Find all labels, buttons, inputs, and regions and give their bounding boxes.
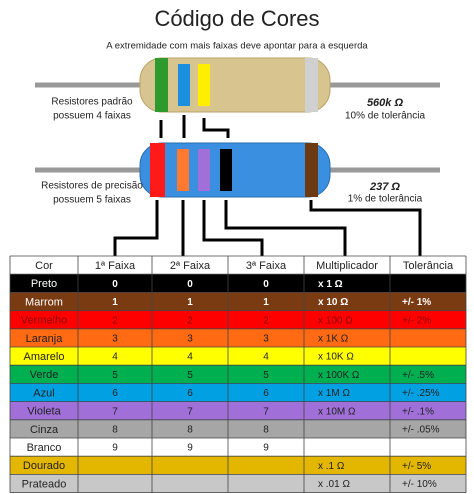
table-row [10,328,466,347]
cell: x 10K Ω [318,352,354,363]
color-name: Violeta [27,406,61,418]
cell: 0 [263,279,269,290]
cell: 1 [112,297,118,308]
resistor-label: possuem 4 faixas [53,111,131,122]
cell: x 10 Ω [318,297,348,308]
table-row [10,383,466,402]
cell: 4 [112,352,118,363]
color-name: Marrom [25,296,63,308]
color-name: Amarelo [24,351,65,363]
cell: 3 [187,334,193,345]
header-row [10,256,466,275]
resistor-value: 560k Ω [367,97,404,109]
table-row [10,419,466,438]
color-name: Branco [27,442,62,454]
table-row [10,292,466,311]
connectors [113,115,422,256]
cell: x 1K Ω [318,334,349,345]
color-name: Prateado [22,478,67,490]
cell: +/- .5% [402,370,434,381]
table-row [10,347,466,366]
color-name: Preto [31,278,57,290]
resistor-tolerance: 1% de tolerância [348,194,423,205]
cell: 6 [263,388,269,399]
cell: 8 [112,425,118,436]
color-name: Vermelho [21,315,67,327]
cell: +/- 5% [402,461,431,472]
cell: 8 [187,425,193,436]
cell: 7 [187,406,193,417]
color-name: Verde [30,369,59,381]
cell: 4 [263,352,269,363]
resistor-label: Resistores de precisão [41,181,143,192]
cell: 7 [263,406,269,417]
color-name: Dourado [23,460,65,472]
cell: 3 [112,334,118,345]
cell: 0 [187,279,193,290]
color-name: Azul [33,387,54,399]
table-row [10,456,466,475]
column-header: Cor [35,260,53,272]
cell: 4 [187,352,193,363]
table-row [10,401,466,420]
cell: +/- .25% [402,388,440,399]
column-header: Multiplicador [316,260,378,272]
cell: 0 [112,279,118,290]
cell: 9 [112,443,118,454]
title: Código de Cores [154,6,319,31]
table-row [10,310,466,329]
cell: +/- 10% [402,479,437,490]
cell: 5 [187,370,193,381]
table-row [10,365,466,384]
cell: +/- .1% [402,406,434,417]
resistor-standard [35,57,440,113]
column-header: 1ª Faixa [95,260,136,272]
cell: x 10M Ω [318,406,356,417]
color-name: Cinza [30,424,59,436]
cell: x 1 Ω [318,279,343,290]
cell: x .01 Ω [318,479,350,490]
cell: 7 [112,406,118,417]
cell: 2 [263,315,269,326]
column-header: 3ª Faixa [246,260,287,272]
cell: 3 [263,334,269,345]
cell: 2 [187,315,193,326]
subtitle: A extremidade com mais faixas deve apont… [106,41,368,52]
table-row [10,274,466,293]
cell: 2 [112,315,118,326]
cell: 1 [263,297,269,308]
cell: x 1M Ω [318,388,350,399]
cell: +/- .05% [402,425,440,436]
cell: 9 [263,443,269,454]
color-name: Laranja [26,333,64,345]
cell: x .1 Ω [318,461,345,472]
cell: 1 [187,297,193,308]
cell: 6 [187,388,193,399]
resistor-tolerance: 10% de tolerância [345,111,425,122]
table-row [10,438,466,457]
cell: 8 [263,425,269,436]
cell: +/- 1% [402,297,431,308]
cell: 6 [112,388,118,399]
cell: +/- 2% [402,315,431,326]
table: Cor 1ª Faixa 2ª Faixa 3ª Faixa Multiplicador… [9,255,467,494]
table-row [10,474,466,493]
resistor-value: 237 Ω [369,181,400,193]
cell: 5 [112,370,118,381]
cell: x 100K Ω [318,370,360,381]
resistor-label: Resistores padrão [51,97,133,108]
resistor-precision [35,142,440,198]
cell: x 100 Ω [318,315,353,326]
cell: 5 [263,370,269,381]
resistor-label: possuem 5 faixas [53,195,131,206]
column-header: Tolerância [403,260,454,272]
column-header: 2ª Faixa [170,260,211,272]
cell: 9 [187,443,193,454]
